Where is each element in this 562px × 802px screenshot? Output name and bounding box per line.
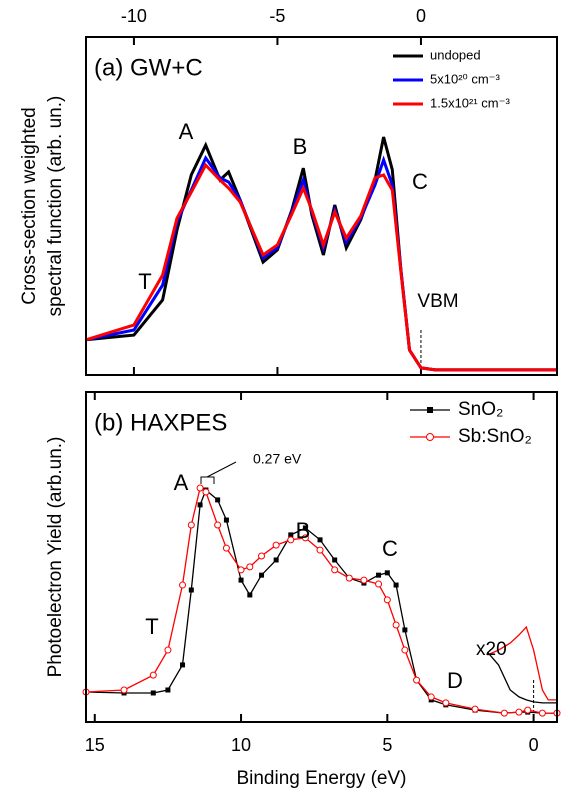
marker [442,699,450,707]
marker [246,563,254,571]
plot-frame [85,36,558,376]
marker [392,621,400,629]
marker [165,687,171,693]
bracket [200,461,237,484]
marker [515,708,523,716]
marker [332,557,338,563]
marker [538,709,546,717]
marker [202,488,210,496]
marker [288,532,294,538]
annotation: T [138,269,151,294]
marker [500,709,508,717]
marker [413,676,421,684]
marker [222,544,230,552]
marker [214,521,222,529]
marker [180,662,186,668]
annotation: D [447,668,463,693]
marker [524,706,532,714]
marker [237,566,245,574]
y-axis-label: spectral function (arb. un.) [45,96,66,317]
x-tick-label: 15 [85,735,105,755]
marker [215,497,221,503]
marker [384,570,390,576]
marker [287,536,295,544]
series-line [85,488,557,714]
marker [188,587,194,593]
plot-frame [85,391,558,723]
annotation: C [382,536,398,561]
marker [272,541,280,549]
marker [179,581,187,589]
panel-title: (b) HAXPES [94,409,227,436]
marker [383,596,391,604]
series-line [85,155,557,372]
x-axis-label: Binding Energy (eV) [236,768,406,789]
legend-label: Sb:SnO₂ [458,426,532,447]
inset-label: x20 [476,639,507,660]
marker [345,574,353,582]
annotation: A [174,470,189,495]
inset-line [486,651,557,704]
marker [196,484,204,492]
annotation: 0.27 eV [253,451,302,467]
marker [273,557,279,563]
marker [223,517,229,523]
x-tick-label: 0 [529,735,539,755]
marker [375,580,383,588]
marker [316,546,324,554]
x-tick-label: -10 [121,6,147,26]
marker [238,577,244,583]
annotation: VBM [417,291,458,312]
series-line [85,162,557,372]
marker [402,627,408,633]
marker [301,534,309,542]
marker [471,705,479,713]
legend-label: undoped [430,47,481,62]
marker [302,525,308,531]
legend-marker [427,407,433,413]
marker [247,592,253,598]
legend-label: 1.5x10²¹ cm⁻³ [430,95,510,110]
marker [150,690,156,696]
marker [164,646,172,654]
marker [317,537,323,543]
annotation: A [179,119,194,144]
marker [149,671,157,679]
legend-label: 5x10²⁰ cm⁻³ [430,71,501,86]
inset-line [487,625,557,701]
series-line [85,486,557,714]
marker [376,572,382,578]
marker [197,502,203,508]
y-axis-label: Cross-section weighted [19,107,40,304]
marker [331,566,339,574]
marker [360,576,368,584]
marker [393,582,399,588]
annotation: C [412,169,428,194]
annotation: B [296,518,311,543]
legend-label: SnO₂ [458,399,503,420]
marker [120,686,128,694]
x-tick-label: 10 [231,735,251,755]
x-tick-label: 0 [416,6,426,26]
panel-title: (a) GW+C [94,54,203,81]
marker [401,646,409,654]
annotation: B [293,134,308,159]
y-axis-label: Photoelectron Yield (arb.un.) [45,437,66,678]
series-line [85,136,557,372]
x-tick-label: -5 [269,6,285,26]
annotation: T [145,614,158,639]
marker [427,693,435,701]
marker [187,521,195,529]
marker [259,572,265,578]
x-tick-label: 5 [382,735,392,755]
legend-marker [426,433,434,441]
marker [258,552,266,560]
